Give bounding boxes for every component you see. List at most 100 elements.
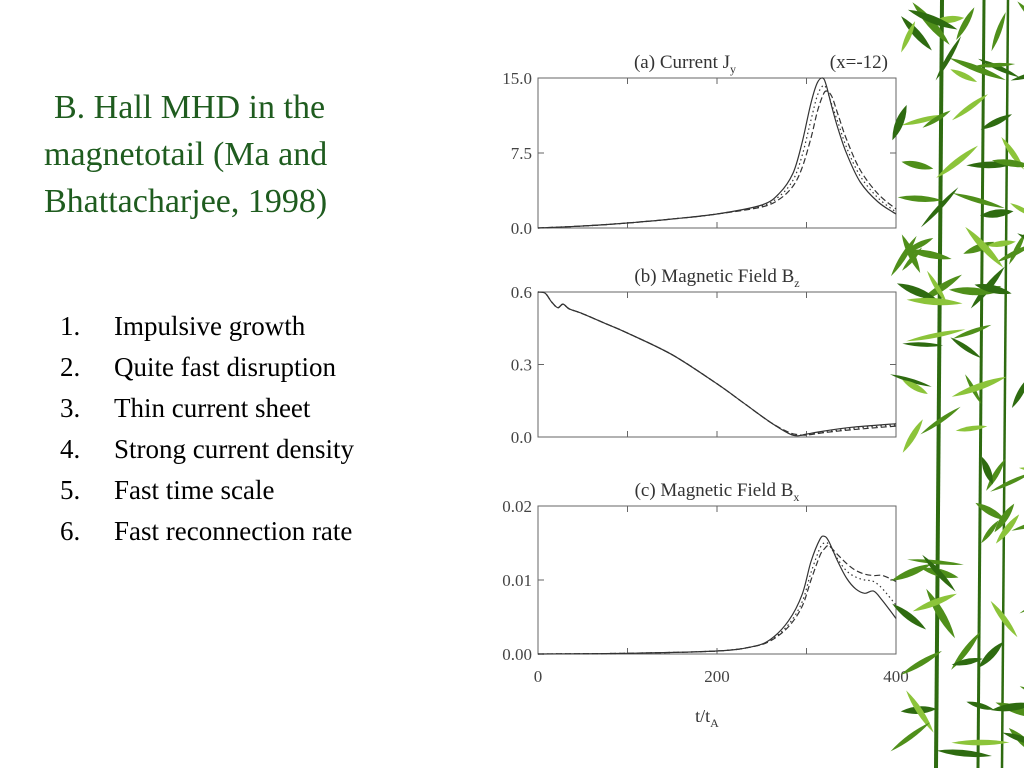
- series-line-dotted: [537, 291, 897, 436]
- bamboo-leaf: [987, 240, 1016, 247]
- bamboo-leaf: [902, 419, 923, 453]
- bamboo-leaf: [906, 690, 934, 733]
- bamboo-leaf: [1010, 69, 1024, 81]
- bamboo-leaf: [901, 160, 934, 170]
- bullet-item: 3. Thin current sheet: [60, 388, 354, 429]
- bamboo-leaf: [922, 110, 951, 128]
- panel-title-sub: z: [794, 276, 799, 290]
- bamboo-stalk: [934, 0, 944, 768]
- bamboo-leaf: [907, 249, 952, 260]
- bamboo-leaf: [936, 145, 979, 178]
- panel-title: (c) Magnetic Field Bx: [635, 480, 800, 504]
- series-line-dashed: [537, 291, 897, 436]
- bullet-number: 6.: [60, 516, 81, 546]
- series-line-dashed: [537, 90, 897, 229]
- bamboo-leaf: [994, 503, 1015, 533]
- bamboo-leaf: [920, 406, 961, 435]
- figure-three-panel-plot: (a) Current Jy (x=-12) 0.0 7.5 15.0 (b) Magne…: [502, 52, 909, 728]
- slide-title: B. Hall MHD in the magnetotail (Ma and B…: [44, 84, 424, 225]
- bamboo-leaf: [890, 374, 932, 387]
- bullet-number: 3.: [60, 393, 81, 423]
- bamboo-leaf: [901, 21, 916, 53]
- x-axis-label-main: t/t: [695, 706, 710, 726]
- bullet-text: Impulsive growth: [114, 311, 306, 341]
- panel-title: (a) Current Jy: [634, 52, 736, 76]
- panel-title-sub: x: [793, 490, 799, 504]
- panel-title-main: (b) Magnetic Field B: [634, 266, 794, 287]
- y-tick-label: 0.00: [502, 645, 532, 664]
- y-tick-label: 0.6: [511, 283, 532, 302]
- bullet-item: 6. Fast reconnection rate: [60, 511, 354, 552]
- series-line-dotted: [537, 84, 897, 229]
- y-tick-label: 0.0: [511, 428, 532, 447]
- bamboo-leaf: [975, 502, 1006, 521]
- bullet-text: Quite fast disruption: [114, 352, 336, 382]
- bamboo-leaf: [991, 159, 1024, 168]
- panel-title-main: (c) Magnetic Field B: [635, 480, 794, 501]
- title-line-2: magnetotail (Ma and: [44, 136, 328, 173]
- panel-frame: [537, 505, 897, 655]
- bamboo-leaf: [981, 456, 993, 485]
- bamboo-leaf: [907, 9, 958, 30]
- panel-1: (a) Current Jy (x=-12) 0.0 7.5 15.0: [502, 52, 897, 238]
- bamboo-leaf: [973, 62, 1016, 68]
- bamboo-leaf: [892, 603, 927, 630]
- bamboo-leaf: [990, 600, 1018, 638]
- bamboo-leaf: [991, 12, 1006, 52]
- bullet-number: 4.: [60, 434, 81, 464]
- bullet-number: 2.: [60, 352, 81, 382]
- title-line-3: Bhattacharjee, 1998): [44, 183, 328, 220]
- bullet-item: 5. Fast time scale: [60, 470, 354, 511]
- bamboo-leaf: [978, 58, 1020, 78]
- bamboo-decoration: [890, 0, 1024, 768]
- panel-title-main: (a) Current J: [634, 52, 730, 73]
- bamboo-leaf: [955, 425, 988, 432]
- bamboo-leaf: [965, 226, 1004, 268]
- bamboo-leaf: [901, 114, 945, 126]
- bamboo-leaf: [1019, 686, 1024, 701]
- bamboo-leaf: [901, 234, 921, 273]
- bamboo-leaf: [951, 658, 983, 666]
- bamboo-leaf: [922, 554, 956, 592]
- panel-title-sub: y: [730, 62, 736, 76]
- bamboo-leaf: [936, 749, 992, 758]
- bamboo-leaf: [980, 209, 1014, 218]
- bamboo-leaf: [996, 243, 1024, 262]
- bamboo-leaf: [951, 376, 1007, 397]
- bamboo-leaf: [906, 329, 966, 342]
- bamboo-leaf: [951, 739, 1010, 746]
- bamboo-leaf: [902, 342, 944, 347]
- x-tick-label: 0: [534, 667, 543, 686]
- bamboo-leaf: [966, 701, 994, 710]
- bamboo-stalk: [1000, 0, 1010, 768]
- bamboo-leaf: [950, 337, 982, 359]
- title-line-1: B. Hall MHD in the: [54, 89, 326, 126]
- bamboo-leaf: [912, 593, 957, 612]
- bullet-number: 1.: [60, 311, 81, 341]
- bullet-list: 1. Impulsive growth 2. Quite fast disrupti…: [60, 306, 354, 552]
- bamboo-leaf: [952, 94, 988, 121]
- x-tick-label: 200: [704, 667, 730, 686]
- bullet-item: 1. Impulsive growth: [60, 306, 354, 347]
- bamboo-leaf: [890, 722, 931, 752]
- bullet-text: Strong current density: [114, 434, 354, 464]
- bamboo-leaf: [891, 564, 932, 581]
- bamboo-leaf: [896, 283, 938, 300]
- bamboo-leaf: [920, 187, 959, 228]
- x-axis-label: t/tA: [695, 706, 719, 728]
- y-tick-label: 15.0: [502, 69, 532, 88]
- bamboo-leaf: [892, 105, 907, 141]
- bamboo-leaf: [952, 324, 992, 339]
- bamboo-leaf: [906, 297, 963, 306]
- bullet-item: 2. Quite fast disruption: [60, 347, 354, 388]
- bamboo-leaf: [995, 514, 1020, 544]
- bamboo-leaf: [980, 114, 1013, 130]
- bamboo-leaf: [1010, 203, 1024, 218]
- bullet-text: Fast reconnection rate: [114, 516, 353, 546]
- y-tick-label: 0.3: [511, 356, 532, 375]
- panel-3: (c) Magnetic Field Bx 0.00 0.01 0.02 0 200 400…: [502, 480, 909, 728]
- bamboo-leaf: [991, 702, 1024, 712]
- bamboo-leaf: [990, 472, 1024, 492]
- bamboo-leaf: [949, 57, 1006, 81]
- bullet-text: Thin current sheet: [114, 393, 311, 423]
